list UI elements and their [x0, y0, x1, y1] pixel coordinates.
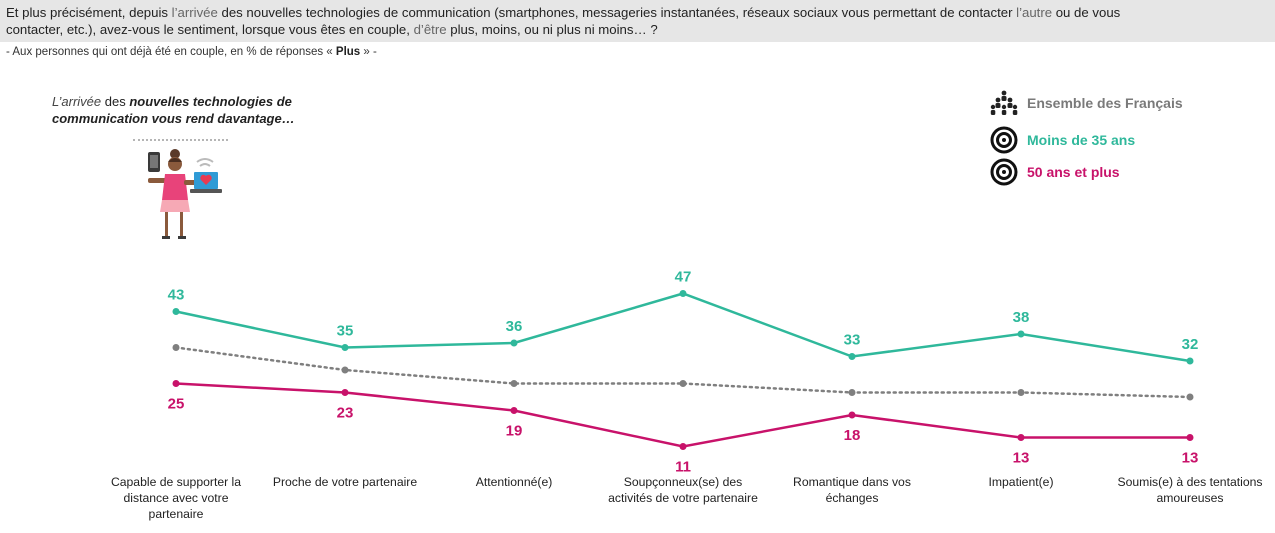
data-point-50-ans-et-plus [172, 380, 180, 387]
data-point-moins-de-35-ans [172, 308, 180, 315]
data-point-moins-de-35-ans [1017, 330, 1025, 338]
data-point-ensemble-des-francais [510, 380, 518, 387]
data-point-ensemble-des-francais [172, 344, 180, 351]
data-label-50-ans-et-plus: 13 [1013, 450, 1030, 467]
data-point-moins-de-35-ans [510, 339, 518, 347]
data-label-50-ans-et-plus: 23 [337, 405, 354, 422]
data-point-moins-de-35-ans [341, 344, 349, 351]
data-label-moins-de-35-ans: 33 [844, 332, 861, 349]
category-label: Romantique dans vos échanges [762, 474, 942, 506]
legend-item-ensemble: Ensemble des Français [990, 90, 1183, 116]
data-label-50-ans-et-plus: 25 [168, 396, 185, 413]
data-point-ensemble-des-francais [341, 366, 349, 374]
category-label-line: Romantique dans vos [793, 475, 911, 489]
woman-with-devices-illustration [140, 148, 230, 249]
question-text: Et plus précisément, depuis l’arrivée de… [6, 5, 1121, 37]
data-point-50-ans-et-plus [510, 407, 518, 414]
base-subtitle: - Aux personnes qui ont déjà été en coup… [6, 46, 377, 58]
category-label-line: amoureuses [1156, 491, 1224, 505]
data-label-50-ans-et-plus: 18 [844, 427, 861, 444]
intro-divider [133, 139, 228, 141]
data-label-50-ans-et-plus: 13 [1182, 450, 1199, 467]
legend-item-moins-35: Moins de 35 ans [990, 126, 1135, 154]
legend-label-50-plus: 50 ans et plus [1027, 164, 1120, 180]
target-icon [990, 158, 1018, 186]
category-label-line: échanges [825, 491, 879, 505]
data-point-ensemble-des-francais [679, 380, 687, 387]
data-label-moins-de-35-ans: 32 [1182, 336, 1199, 353]
category-label-line: Capable de supporter la [110, 475, 242, 489]
data-point-moins-de-35-ans [1186, 357, 1194, 365]
data-point-50-ans-et-plus [679, 443, 687, 450]
series-line-ensemble-des-francais [174, 346, 1192, 399]
data-point-moins-de-35-ans [848, 353, 856, 360]
category-label: Attentionné(e) [424, 474, 604, 490]
category-label: Capable de supporter la distance avec vot… [86, 474, 266, 522]
data-point-50-ans-et-plus [1017, 434, 1025, 441]
data-label-moins-de-35-ans: 43 [168, 287, 185, 304]
category-label-line: Proche de votre partenaire [272, 475, 418, 489]
target-icon [990, 126, 1018, 154]
data-point-ensemble-des-francais [1017, 389, 1025, 396]
chart-intro: L’arrivée des nouvelles technologies de … [52, 94, 295, 126]
category-label-line: Soupçonneux(se) des [623, 475, 743, 489]
legend-label-moins-35: Moins de 35 ans [1027, 132, 1136, 148]
data-label-moins-de-35-ans: 47 [675, 269, 692, 286]
category-label: Impatient(e) [931, 474, 1111, 490]
legend-item-50-plus: 50 ans et plus [990, 158, 1120, 186]
category-label-line: distance avec votre [123, 491, 229, 505]
data-point-moins-de-35-ans [679, 290, 687, 297]
legend-label-ensemble: Ensemble des Français [1027, 95, 1183, 111]
data-label-moins-de-35-ans: 36 [506, 318, 523, 335]
data-label-moins-de-35-ans: 38 [1013, 309, 1030, 326]
data-label-moins-de-35-ans: 35 [337, 323, 354, 340]
data-point-ensemble-des-francais [848, 389, 856, 396]
category-label: Proche de votre partenaire [255, 474, 435, 490]
category-label: Soumis(e) à des tentations amoureuses [1100, 474, 1275, 506]
people-group-icon [990, 90, 1018, 115]
data-point-50-ans-et-plus [341, 389, 349, 396]
category-label: Soupçonneux(se) des activités de votre pa… [593, 474, 773, 506]
category-label-line: partenaire [148, 507, 204, 521]
question-banner: Et plus précisément, depuis l’arrivée de… [0, 0, 1275, 42]
data-label-50-ans-et-plus: 11 [675, 459, 691, 476]
data-point-50-ans-et-plus [848, 411, 856, 419]
category-label-line: Impatient(e) [988, 475, 1054, 489]
category-label-line: activités de votre partenaire [608, 491, 758, 505]
data-point-ensemble-des-francais [1186, 393, 1194, 401]
series-line-moins-de-35-ans [174, 292, 1192, 363]
category-label-line: Attentionné(e) [475, 475, 553, 489]
data-point-50-ans-et-plus [1186, 434, 1194, 441]
data-label-50-ans-et-plus: 19 [506, 423, 523, 440]
category-label-line: Soumis(e) à des tentations [1117, 475, 1263, 489]
